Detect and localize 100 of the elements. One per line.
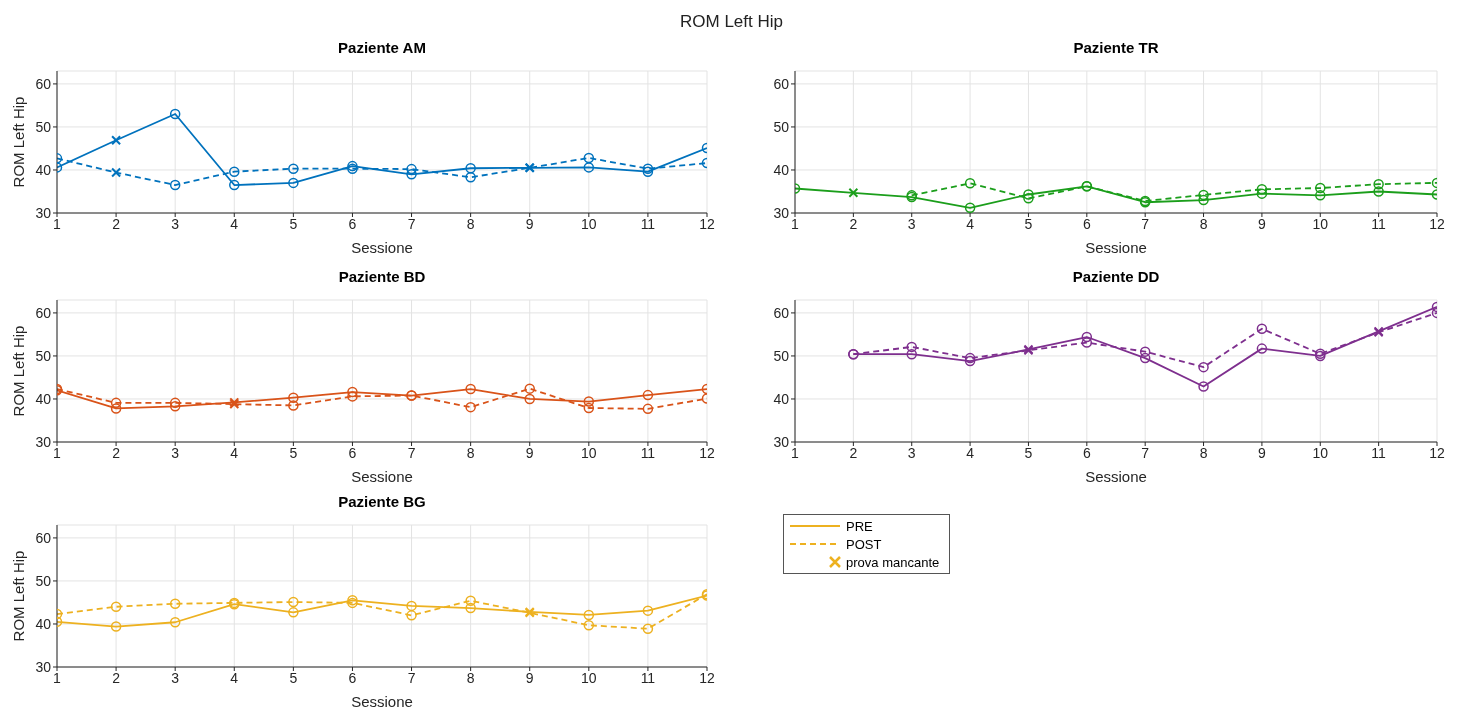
x-tick-label: 5 [1024, 215, 1033, 232]
point [406, 163, 417, 175]
x-axis-title: Sessione [351, 693, 413, 710]
x-tick-label: 1 [53, 669, 62, 686]
point [1139, 352, 1151, 364]
point [1198, 189, 1209, 201]
y-tick-label: 60 [35, 75, 52, 92]
point [406, 600, 417, 612]
y-tick-label: 40 [773, 161, 790, 178]
x-tick-label: 2 [849, 215, 858, 232]
point [110, 621, 122, 632]
x-tick-label: 10 [581, 669, 597, 686]
x-tick-label: 8 [1199, 215, 1208, 232]
point [906, 341, 917, 353]
x-tick-label: 6 [348, 669, 357, 686]
x-tick-label: 3 [171, 669, 180, 686]
x-tick-label: 8 [1199, 444, 1208, 461]
y-axis-title: ROM Left Hip [9, 550, 27, 642]
point [1256, 184, 1268, 195]
x-tick-label: 11 [640, 215, 656, 232]
x-tick-label: 1 [53, 444, 62, 461]
x-tick-label: 9 [525, 444, 534, 461]
point [110, 601, 122, 613]
legend-label: POST [846, 536, 882, 552]
point [1023, 189, 1034, 200]
y-tick-label: 40 [773, 390, 790, 407]
point [1023, 193, 1034, 204]
point [465, 595, 476, 606]
x-tick-label: 11 [640, 444, 656, 461]
point [406, 610, 417, 621]
x-tick-label: 4 [230, 444, 239, 461]
point [642, 403, 654, 415]
point [583, 396, 595, 407]
x-tick-label: 9 [1258, 444, 1267, 461]
x-tick-label: 12 [1429, 215, 1445, 232]
x-tick-label: 6 [348, 215, 357, 232]
y-tick-label: 50 [35, 347, 52, 364]
point [229, 166, 240, 177]
point [1256, 323, 1268, 335]
point [1198, 361, 1209, 373]
point [642, 623, 654, 634]
chart-title: Paziente DD [1071, 268, 1161, 285]
x-axis-title: Sessione [351, 239, 413, 256]
legend-label: prova mancante [846, 554, 940, 570]
x-tick-label: 2 [849, 444, 858, 461]
x-tick-label: 5 [289, 444, 298, 461]
point [964, 202, 976, 213]
chart-title: Paziente BG [337, 493, 427, 510]
x-tick-label: 7 [1141, 215, 1150, 232]
point [288, 400, 299, 411]
y-tick-label: 30 [773, 204, 790, 221]
x-tick-label: 7 [407, 669, 416, 686]
point [1256, 343, 1268, 354]
point [906, 348, 917, 360]
x-tick-label: 4 [966, 215, 975, 232]
y-tick-label: 60 [773, 304, 790, 321]
y-tick-label: 30 [35, 433, 52, 450]
point [406, 169, 417, 180]
x-tick-label: 12 [699, 669, 715, 686]
x-tick-label: 5 [289, 669, 298, 686]
point [1315, 190, 1326, 201]
x-tick-label: 5 [1024, 444, 1033, 461]
point [642, 605, 654, 616]
point [169, 598, 181, 609]
x-tick-label: 8 [466, 444, 475, 461]
point [169, 108, 181, 120]
point [288, 177, 299, 189]
point [465, 602, 476, 614]
point [169, 401, 181, 412]
point [1256, 188, 1268, 199]
x-tick-label: 11 [1371, 444, 1387, 461]
x-tick-label: 1 [791, 444, 800, 461]
point [524, 383, 535, 394]
point [583, 152, 595, 164]
x-tick-label: 11 [640, 669, 656, 686]
point [1373, 178, 1384, 190]
point [465, 401, 476, 413]
x-tick-label: 7 [1141, 444, 1150, 461]
x-tick-label: 10 [581, 444, 597, 461]
chart-title: Paziente AM [337, 39, 427, 56]
point [465, 163, 476, 174]
x-tick-label: 4 [230, 215, 239, 232]
point [1081, 337, 1093, 348]
x-tick-label: 4 [966, 444, 975, 461]
x-axis-title: Sessione [351, 468, 413, 485]
y-tick-label: 30 [35, 204, 52, 221]
chart-title: Paziente BD [337, 268, 427, 285]
x-tick-label: 2 [112, 669, 121, 686]
legend-label: PRE [846, 518, 873, 534]
x-tick-label: 12 [699, 215, 715, 232]
x-tick-label: 12 [699, 444, 715, 461]
x-tick-label: 10 [581, 215, 597, 232]
x-tick-label: 10 [1312, 215, 1329, 232]
point [1315, 182, 1326, 194]
point [288, 392, 299, 403]
x-tick-label: 1 [791, 215, 800, 232]
x-tick-label: 7 [407, 444, 416, 461]
y-tick-label: 50 [773, 347, 790, 364]
x-tick-label: 2 [112, 215, 121, 232]
x-tick-label: 9 [525, 215, 534, 232]
